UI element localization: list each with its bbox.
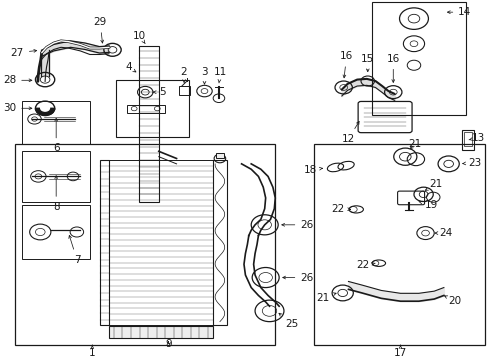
Text: 5: 5 — [153, 87, 165, 97]
Text: 30: 30 — [3, 103, 32, 113]
Text: 23: 23 — [461, 158, 480, 168]
Text: 20: 20 — [444, 296, 461, 306]
Bar — [139, 45, 159, 202]
Wedge shape — [36, 108, 55, 116]
Text: 21: 21 — [425, 179, 442, 190]
Text: 22: 22 — [331, 204, 350, 214]
Bar — [22, 151, 90, 202]
Bar — [127, 105, 164, 113]
Bar — [463, 132, 471, 146]
Text: 24: 24 — [434, 228, 451, 238]
Bar — [22, 205, 90, 259]
Text: 26: 26 — [281, 220, 313, 230]
Text: 28: 28 — [3, 75, 32, 85]
Text: 12: 12 — [341, 121, 358, 144]
Text: 10: 10 — [133, 31, 146, 44]
Text: 22: 22 — [356, 260, 374, 270]
Bar — [22, 101, 90, 144]
Bar — [109, 160, 212, 325]
Text: 25: 25 — [279, 313, 298, 329]
Bar — [371, 3, 465, 116]
Text: 16: 16 — [339, 51, 352, 78]
Text: 16: 16 — [386, 54, 399, 82]
Text: 9: 9 — [165, 339, 171, 349]
Text: 27: 27 — [11, 48, 37, 58]
Text: 26: 26 — [282, 273, 313, 283]
Text: 29: 29 — [93, 17, 106, 43]
Text: 2: 2 — [180, 67, 187, 83]
Bar — [15, 144, 275, 345]
Bar — [109, 326, 212, 338]
Text: 6: 6 — [53, 118, 60, 153]
Bar — [215, 153, 224, 158]
Text: 21: 21 — [407, 139, 421, 149]
Text: 7: 7 — [69, 235, 80, 265]
Text: 17: 17 — [393, 345, 407, 358]
Bar — [313, 144, 484, 345]
Text: 4: 4 — [125, 62, 136, 72]
Bar — [116, 80, 188, 137]
Bar — [461, 130, 473, 149]
Text: 8: 8 — [53, 176, 60, 212]
Text: 15: 15 — [361, 54, 374, 72]
Bar — [100, 160, 109, 325]
Bar — [179, 86, 189, 95]
Text: 19: 19 — [418, 200, 437, 210]
Text: 21: 21 — [315, 293, 335, 303]
Text: 14: 14 — [447, 7, 470, 17]
Text: 3: 3 — [201, 67, 207, 84]
Text: 18: 18 — [303, 165, 322, 175]
Text: 13: 13 — [468, 133, 484, 143]
Text: 1: 1 — [89, 345, 96, 358]
Bar — [212, 160, 226, 325]
Text: 11: 11 — [213, 67, 226, 83]
